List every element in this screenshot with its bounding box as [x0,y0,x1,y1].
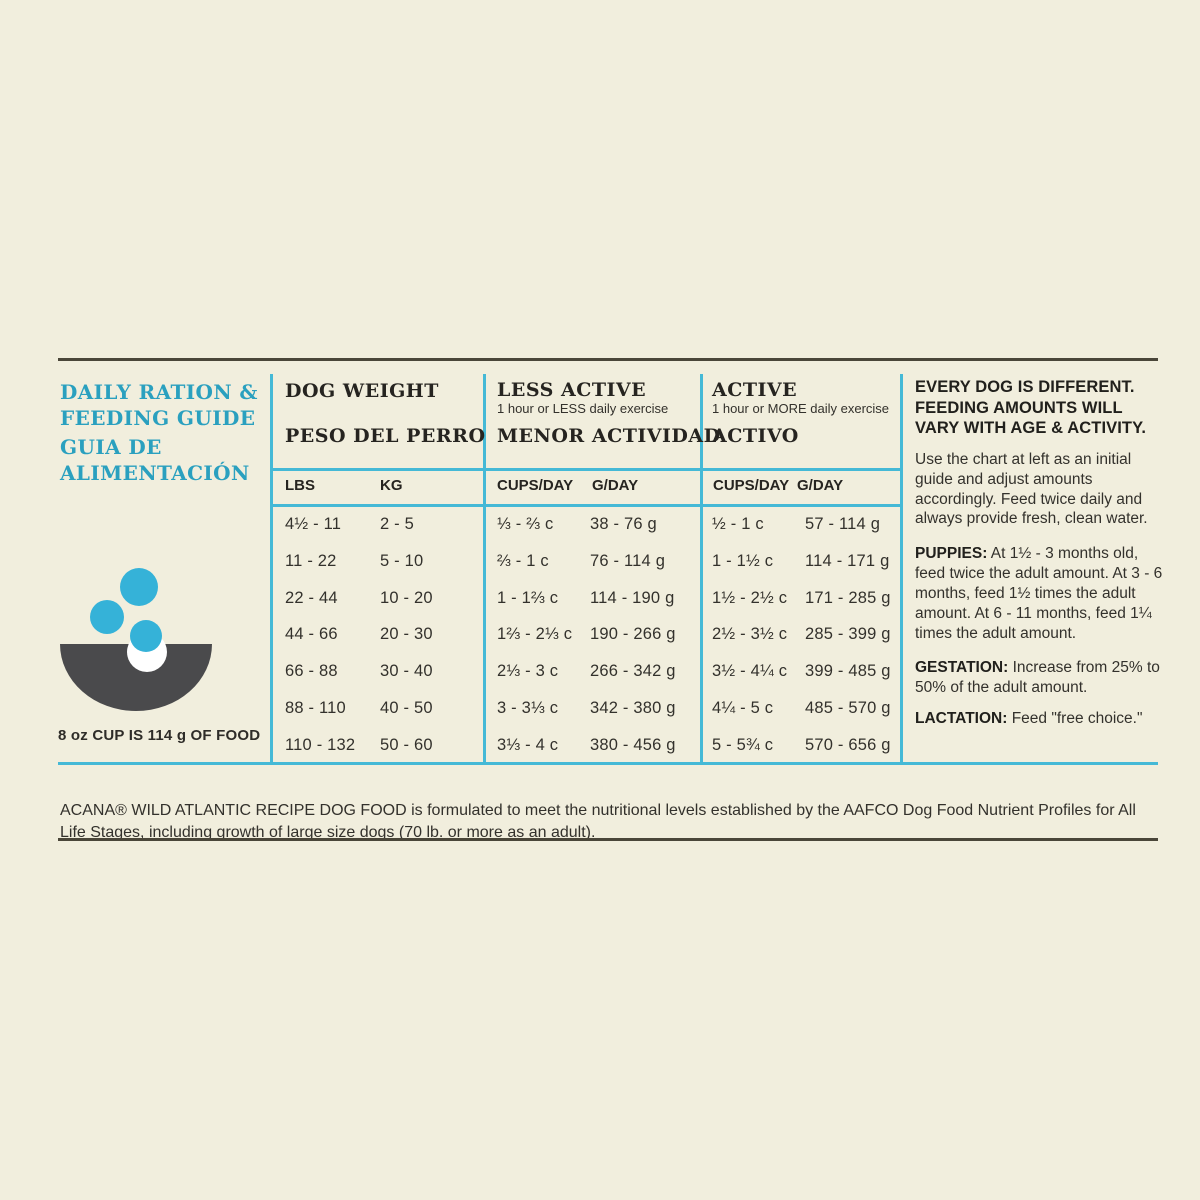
feeding-table-rows: 4½ - 11 2 - 5 ⅓ - ⅔ c 38 - 76 g ½ - 1 c 57 - … [0,506,900,764]
table-cell: 40 - 50 [380,698,433,717]
kibble-dot [90,600,124,634]
table-cell: 11 - 22 [285,551,337,570]
table-cell: 4¼ - 5 c [712,698,774,717]
table-row: 88 - 110 40 - 50 3 - 3⅓ c 342 - 380 g 4¼ - 5… [0,690,900,727]
table-cell: 342 - 380 g [590,698,676,717]
table-cell: 485 - 570 g [805,698,891,717]
subheader-g-day: G/DAY [797,477,844,494]
section-title-es: GUIA DE ALIMENTACIÓN [60,435,250,485]
lactation-label: LACTATION: [915,709,1008,727]
table-cell: 380 - 456 g [590,735,676,754]
table-cell: 57 - 114 g [805,515,881,533]
table-cell: 2 - 5 [380,515,415,533]
table-cell: 266 - 342 g [590,662,676,681]
table-cell: ½ - 1 c [712,515,764,533]
table-cell: 2⅓ - 3 c [497,662,559,681]
col-header-less-active-es: MENOR ACTIVIDAD [497,425,721,447]
kibble-dot [120,568,158,606]
table-cell: 171 - 285 g [805,588,891,607]
table-cell: 285 - 399 g [805,625,891,644]
col-note-less-active: 1 hour or LESS daily exercise [497,401,669,416]
table-cell: 38 - 76 g [590,515,657,533]
table-cell: 190 - 266 g [590,625,676,644]
table-cell: 1 - 1½ c [712,551,774,570]
bowl-kibble-icon [58,568,218,728]
col-header-active: ACTIVE [712,379,798,401]
divider-horizontal [272,504,900,507]
table-cell: 88 - 110 [285,698,346,717]
advice-intro: Use the chart at left as an initial guid… [915,450,1148,528]
col-header-dog-weight-es: PESO DEL PERRO [285,425,486,447]
col-note-active: 1 hour or MORE daily exercise [712,401,890,416]
divider-vertical [700,374,703,763]
gestation-label: GESTATION: [915,659,1009,677]
lactation-note: LACTATION: Feed "free choice." [915,709,1143,727]
puppies-note: PUPPIES: At 1½ - 3 months old, feed twic… [915,545,1163,642]
puppies-label: PUPPIES: [915,545,988,563]
table-cell: 22 - 44 [285,588,338,607]
table-cell: 50 - 60 [380,735,433,754]
gestation-note: GESTATION: Increase from 25% to 50% of t… [915,659,1160,697]
advice-headline: EVERY DOG IS DIFFERENT. FEEDING AMOUNTS … [915,378,1147,438]
table-cell: 5 - 5¾ c [712,735,774,754]
table-row: 11 - 22 5 - 10 ⅔ - 1 c 76 - 114 g 1 - 1½ c 11… [0,543,900,580]
divider-vertical [900,374,903,763]
table-cell: 30 - 40 [380,662,433,681]
aafco-statement: ACANA® WILD ATLANTIC RECIPE DOG FOOD is … [60,802,1136,841]
table-row: 66 - 88 30 - 40 2⅓ - 3 c 266 - 342 g 3½ - 4¼… [0,653,900,690]
divider-horizontal [58,762,1158,765]
subheader-cups-day: CUPS/DAY [497,477,574,494]
divider-vertical [270,374,273,763]
table-cell: 110 - 132 [285,735,356,754]
advice-panel: EVERY DOG IS DIFFERENT. FEEDING AMOUNTS … [915,377,1165,729]
subheader-cups-day: CUPS/DAY [713,477,790,494]
table-cell: 399 - 485 g [805,662,891,681]
table-cell: 114 - 190 g [590,588,675,607]
table-cell: ⅓ - ⅔ c [497,515,554,533]
table-cell: 570 - 656 g [805,735,891,754]
col-header-active-es: ACTIVO [712,425,799,447]
cup-size-note: 8 oz CUP IS 114 g OF FOOD [58,727,261,744]
table-cell: 1½ - 2½ c [712,588,788,607]
table-cell: ⅔ - 1 c [497,551,549,570]
table-cell: 3½ - 4¼ c [712,662,788,681]
subheader-g-day: G/DAY [592,477,639,494]
table-cell: 3 - 3⅓ c [497,698,559,717]
table-cell: 10 - 20 [380,588,433,607]
table-cell: 1 - 1⅔ c [497,588,559,607]
kibble-dot [130,620,162,652]
table-cell: 114 - 171 g [805,551,890,570]
table-cell: 3⅓ - 4 c [497,735,559,754]
table-cell: 44 - 66 [285,625,338,644]
table-row: 22 - 44 10 - 20 1 - 1⅔ c 114 - 190 g 1½ - 2½… [0,580,900,617]
table-cell: 76 - 114 g [590,551,666,570]
table-cell: 1⅔ - 2⅓ c [497,625,573,644]
subheader-kg: KG [380,477,403,494]
table-row: 110 - 132 50 - 60 3⅓ - 4 c 380 - 456 g 5 - 5… [0,727,900,764]
table-cell: 20 - 30 [380,625,433,644]
col-header-dog-weight: DOG WEIGHT [285,380,439,402]
subheader-lbs: LBS [285,477,315,494]
section-title-en: DAILY RATION & FEEDING GUIDE [60,380,258,430]
table-row: 44 - 66 20 - 30 1⅔ - 2⅓ c 190 - 266 g 2½ - 3… [0,616,900,653]
table-row: 4½ - 11 2 - 5 ⅓ - ⅔ c 38 - 76 g ½ - 1 c 57 - … [0,506,900,543]
table-cell: 66 - 88 [285,662,338,681]
table-cell: 5 - 10 [380,551,424,570]
col-header-less-active: LESS ACTIVE [497,379,647,401]
bottom-rule [58,838,1158,841]
divider-vertical [483,374,486,763]
divider-horizontal [272,468,900,471]
table-cell: 4½ - 11 [285,515,342,533]
table-cell: 2½ - 3½ c [712,625,788,644]
top-rule [58,358,1158,361]
